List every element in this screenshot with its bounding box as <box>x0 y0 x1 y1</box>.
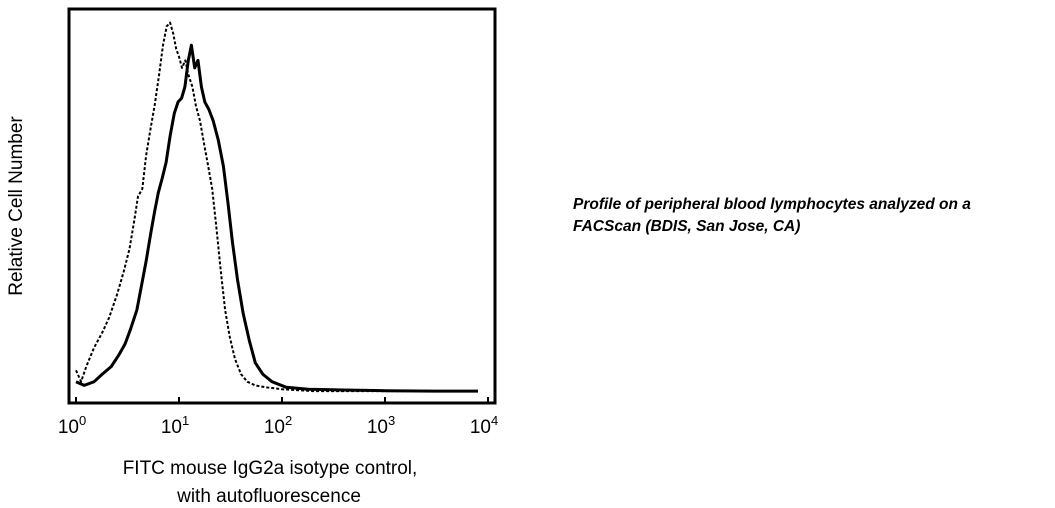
caption-line-1: Profile of peripheral blood lymphocytes … <box>573 196 971 213</box>
histogram-chart: 100 101 102 103 104 Relative Cell Number FIT… <box>6 7 498 507</box>
y-axis-label: Relative Cell Number <box>6 116 27 296</box>
x-tick-label: 103 <box>367 413 395 438</box>
x-tick-label: 104 <box>470 413 498 438</box>
x-axis-label-line-2: with autofluorescence <box>176 486 361 507</box>
x-axis-tick-labels: 100 101 102 103 104 <box>58 413 498 438</box>
x-axis-ticks <box>75 397 489 403</box>
plot-frame <box>67 7 497 405</box>
series-layer <box>75 21 478 393</box>
series-line-dotted <box>75 21 478 393</box>
x-tick-label: 102 <box>264 413 292 438</box>
x-tick-label: 101 <box>161 413 189 438</box>
x-tick-label: 100 <box>58 413 86 438</box>
figure-caption: Profile of peripheral blood lymphocytes … <box>573 194 1055 238</box>
x-axis-label-line-1: FITC mouse IgG2a isotype control, <box>123 458 418 479</box>
series-line-solid <box>75 43 478 393</box>
caption-line-2: FACScan (BDIS, San Jose, CA) <box>573 218 801 235</box>
